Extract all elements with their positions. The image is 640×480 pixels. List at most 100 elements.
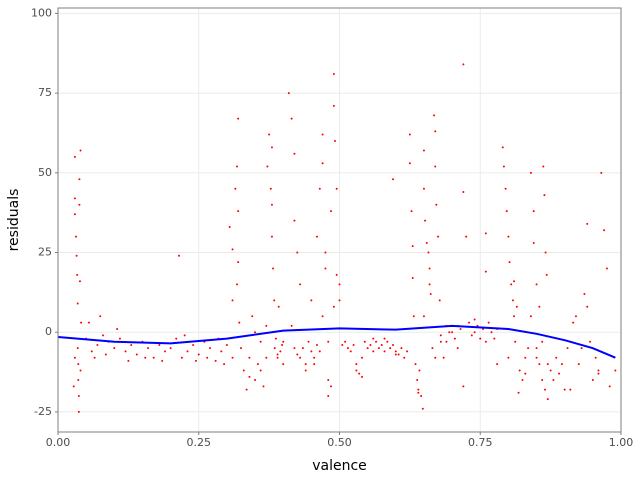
point <box>270 146 273 149</box>
y-tick-label: -25 <box>34 405 52 418</box>
point <box>272 267 275 270</box>
point <box>251 315 254 318</box>
point <box>183 334 186 337</box>
point <box>546 363 549 366</box>
point <box>266 165 269 168</box>
point <box>78 203 81 206</box>
point <box>569 388 572 391</box>
point <box>282 363 285 366</box>
point <box>301 347 304 350</box>
point <box>589 340 592 343</box>
point <box>116 328 119 331</box>
point <box>254 331 257 334</box>
point <box>549 369 552 372</box>
point <box>366 347 369 350</box>
point <box>572 321 575 324</box>
point <box>231 356 234 359</box>
point <box>422 187 425 190</box>
point <box>574 315 577 318</box>
point <box>355 363 358 366</box>
point <box>248 375 251 378</box>
point <box>462 385 465 388</box>
point <box>552 379 555 382</box>
point <box>192 343 195 346</box>
point <box>73 213 76 216</box>
point <box>78 178 81 181</box>
y-tick-label: 0 <box>45 325 52 338</box>
point <box>237 261 240 264</box>
point <box>518 369 521 372</box>
y-tick-label: 25 <box>38 246 52 259</box>
point <box>508 261 511 264</box>
point <box>293 347 296 350</box>
point <box>420 394 423 397</box>
point <box>586 305 589 308</box>
point <box>445 340 448 343</box>
point <box>417 388 420 391</box>
point <box>391 178 394 181</box>
point <box>421 407 424 410</box>
point <box>411 245 414 248</box>
point <box>346 347 349 350</box>
x-tick-label: 0.75 <box>468 436 493 449</box>
point <box>597 372 600 375</box>
point <box>608 385 611 388</box>
point <box>274 337 277 340</box>
x-tick-label: 0.00 <box>46 436 71 449</box>
point <box>169 347 172 350</box>
point <box>558 372 561 375</box>
point <box>77 394 80 397</box>
point <box>470 334 473 337</box>
point <box>161 359 164 362</box>
point <box>236 165 239 168</box>
point <box>327 340 330 343</box>
point <box>93 356 96 359</box>
point <box>377 347 380 350</box>
point <box>318 350 321 353</box>
point <box>225 343 228 346</box>
point <box>349 350 352 353</box>
point <box>355 369 358 372</box>
point <box>327 394 330 397</box>
point <box>563 388 566 391</box>
point <box>358 372 361 375</box>
point <box>543 388 546 391</box>
point <box>99 315 102 318</box>
point <box>313 363 316 366</box>
point <box>448 331 451 334</box>
point <box>124 350 127 353</box>
point <box>96 343 99 346</box>
point <box>318 187 321 190</box>
point <box>135 353 138 356</box>
point <box>603 229 606 232</box>
point <box>594 356 597 359</box>
point <box>424 219 427 222</box>
point <box>501 146 504 149</box>
point <box>259 340 262 343</box>
x-axis-title: valence <box>312 458 367 474</box>
point <box>76 347 79 350</box>
point <box>80 321 83 324</box>
point <box>330 210 333 213</box>
x-tick-label: 0.50 <box>327 436 352 449</box>
point <box>147 347 150 350</box>
point <box>410 210 413 213</box>
point <box>538 363 541 366</box>
point <box>130 343 133 346</box>
y-axis-title: residuals <box>6 189 22 252</box>
point <box>344 340 347 343</box>
point <box>330 385 333 388</box>
point <box>290 324 293 327</box>
point <box>73 197 76 200</box>
point <box>299 356 302 359</box>
point <box>513 315 516 318</box>
point <box>269 187 272 190</box>
point <box>418 369 421 372</box>
point <box>231 299 234 302</box>
point <box>605 267 608 270</box>
point <box>158 343 161 346</box>
point <box>248 356 251 359</box>
point <box>591 379 594 382</box>
point <box>180 356 183 359</box>
point <box>268 133 271 136</box>
